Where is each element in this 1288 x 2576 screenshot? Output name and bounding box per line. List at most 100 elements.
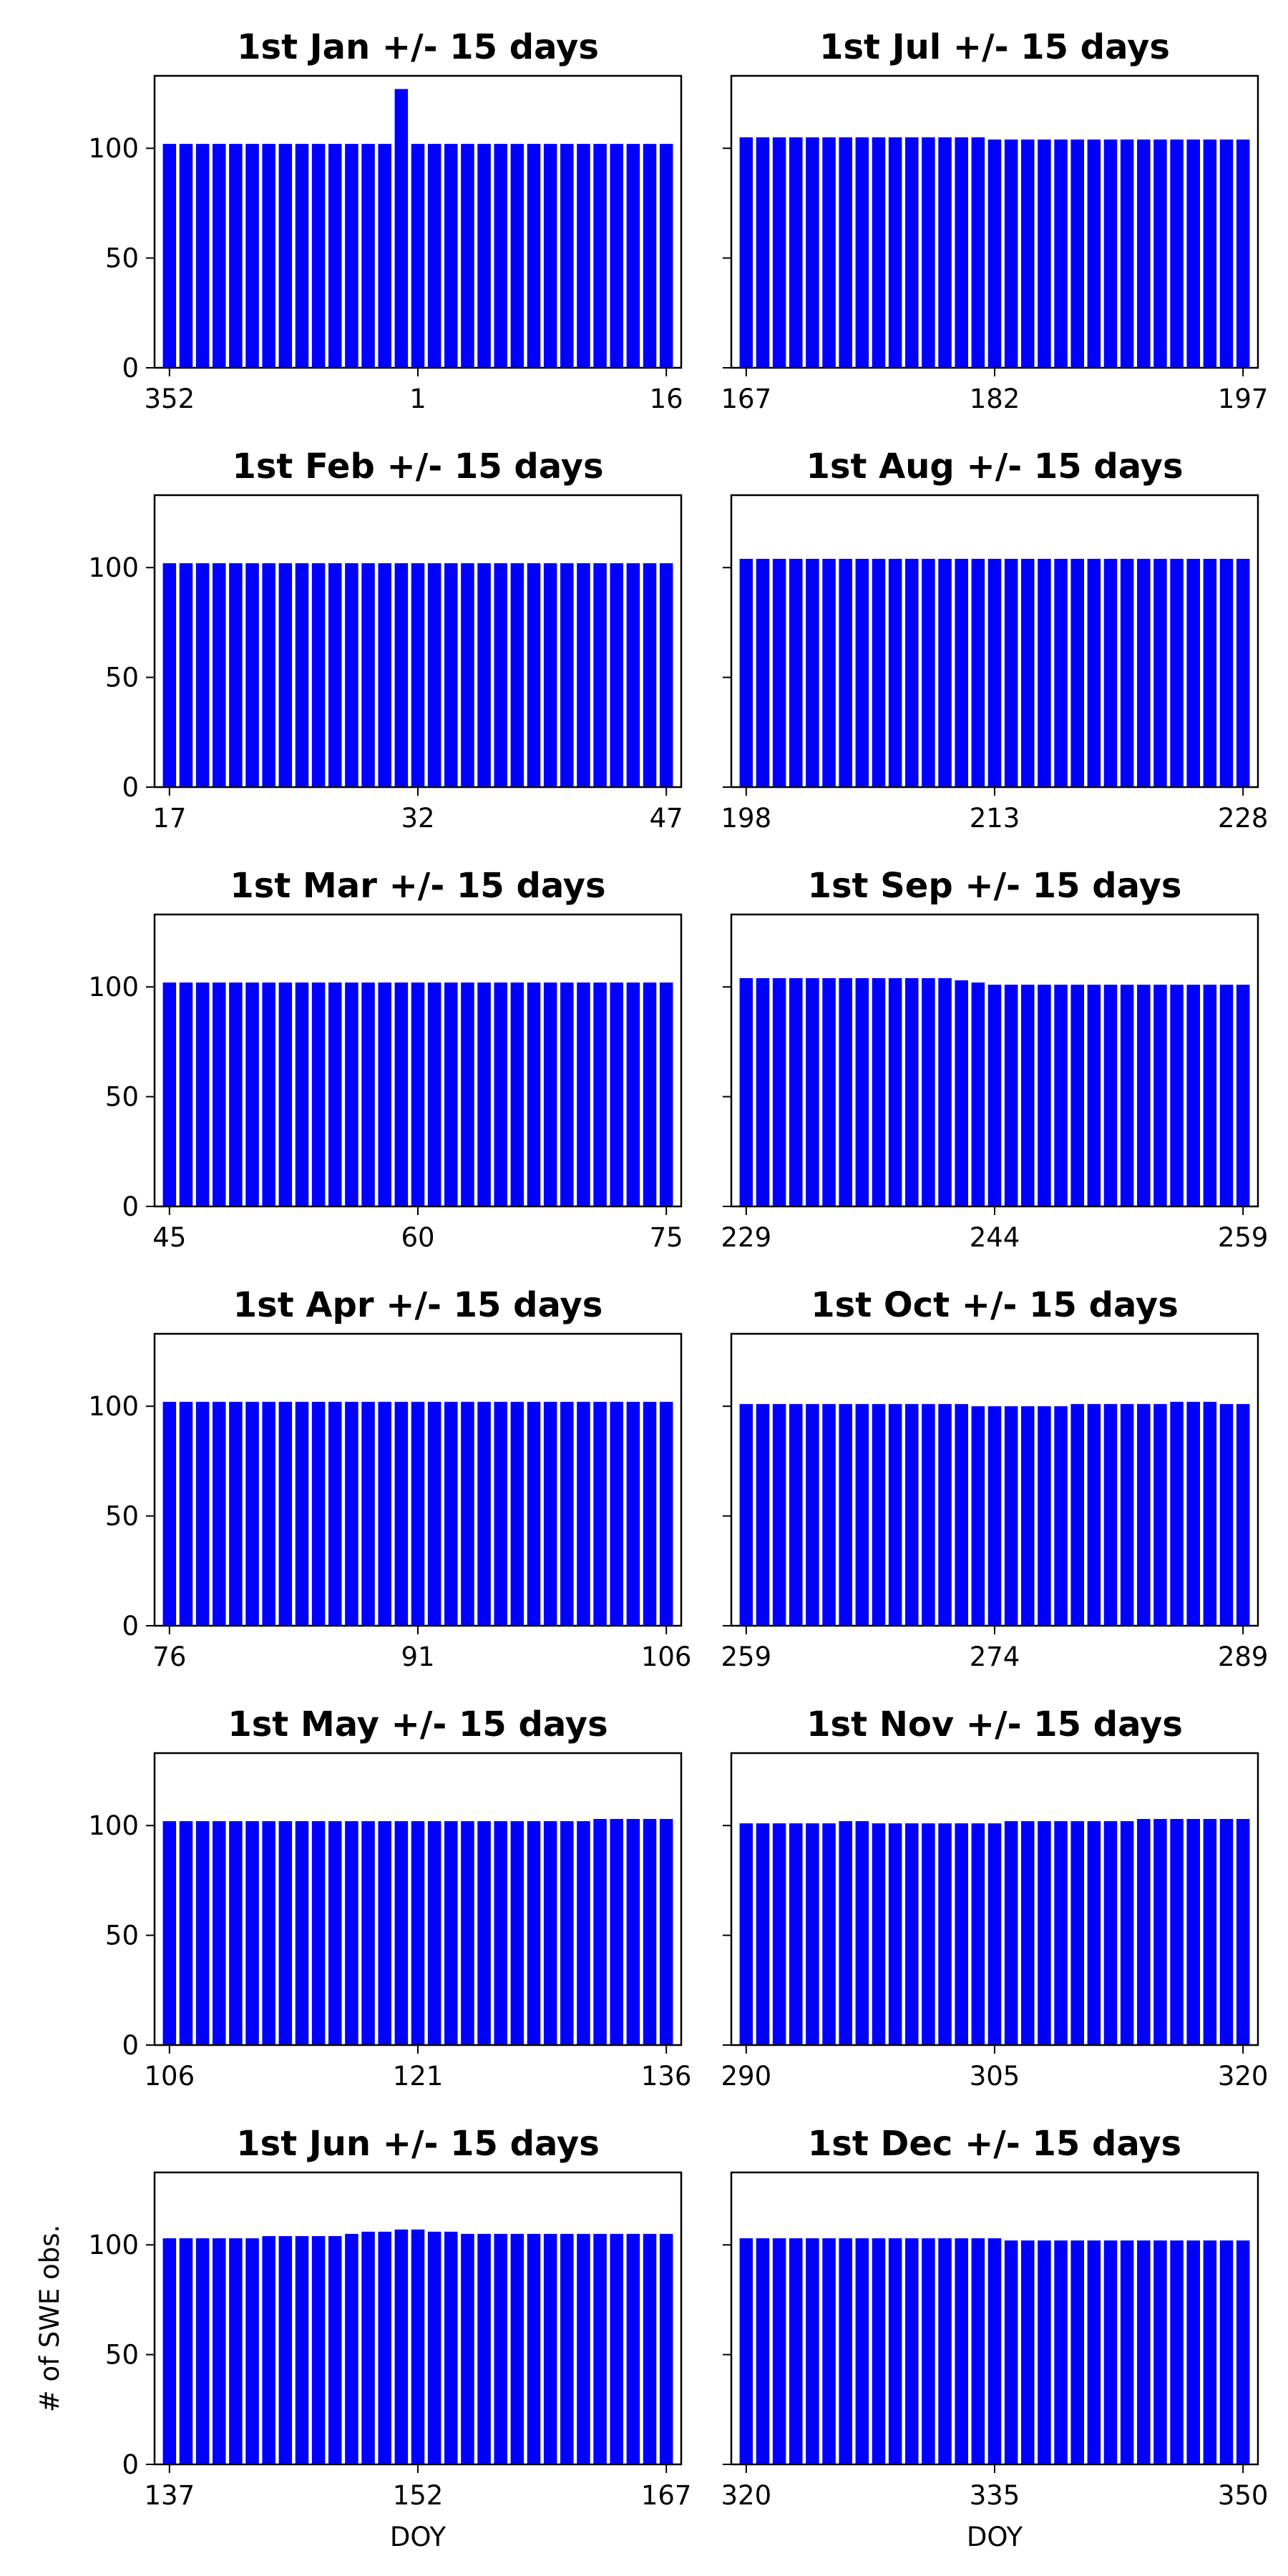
panel-8-bar-3 [772,1404,786,1626]
panel-2-bar-26 [1153,139,1167,368]
panel-11-bar-21 [494,2233,507,2464]
panel-10-bar-9 [872,1823,886,2045]
panel-9-bar-13 [361,1821,375,2045]
panel-3-bar-28 [610,563,623,787]
panel-6-bar-15 [971,982,985,1206]
panel-2-xtick-label-1: 167 [721,384,772,414]
panel-6-bar-19 [1038,985,1051,1206]
panel-8-bar-29 [1203,1402,1217,1626]
panel-3-bar-21 [494,563,507,787]
panel-3-bar-19 [461,563,474,787]
panel-7-bar-20 [477,1402,491,1626]
panel-6-bar-11 [905,977,919,1206]
panel-10-bar-18 [1021,1821,1035,2045]
panel-1-bar-17 [427,144,441,368]
panel-6-bar-5 [806,977,819,1206]
panel-9-bar-29 [626,1819,640,2045]
panel-10-bar-3 [772,1823,786,2045]
panel-1-bar-10 [311,144,326,368]
panel-5-bar-2 [179,982,193,1206]
panel-7-bar-27 [593,1402,607,1626]
panel-2-bar-31 [1236,139,1250,368]
panel-11-bar-23 [527,2233,541,2464]
panel-9-bar-24 [543,1821,557,2045]
panel-4-bar-19 [1038,558,1051,787]
panel-1-bar-21 [494,144,507,368]
panel-10-bar-20 [1054,1821,1068,2045]
panel-7-bar-22 [510,1402,525,1626]
panel-4-bar-15 [971,558,985,787]
panel-4-title: 1st Aug +/- 15 days [806,447,1183,487]
panel-9-bar-3 [195,1821,210,2045]
panel-11-bar-19 [461,2233,474,2464]
panel-3-bar-6 [245,563,259,787]
panel-8-bar-9 [872,1404,886,1626]
panel-1-bar-14 [378,144,391,368]
panel-3-bar-9 [295,563,309,787]
panel-6-bar-12 [922,977,935,1206]
panel-12-bar-30 [1219,2240,1234,2464]
panel-1-title: 1st Jan +/- 15 days [237,27,599,67]
panel-3-title: 1st Feb +/- 15 days [232,447,603,487]
panel-12-title: 1st Dec +/- 15 days [808,2124,1181,2164]
panel-5-bar-1 [162,982,177,1206]
panel-9-bar-20 [477,1821,491,2045]
panel-6-bar-10 [888,977,902,1206]
panel-11-bar-10 [311,2235,326,2464]
panel-12-bar-22 [1087,2240,1101,2464]
panel-10-bar-21 [1070,1821,1084,2045]
panel-12-bar-8 [855,2238,869,2464]
panel-9-ytick-label-0: 0 [122,2030,139,2061]
panel-11-bar-13 [361,2231,375,2464]
panel-4-bar-29 [1203,558,1217,787]
panel-9-bar-18 [444,1821,458,2045]
panel-2-bar-7 [839,137,852,368]
panel-5-bar-30 [643,982,657,1206]
panel-3-bar-20 [477,563,491,787]
panel-9-ytick-label-50: 50 [105,1921,139,1951]
panel-10-bar-16 [987,1823,1002,2045]
panel-9-bar-31 [659,1819,673,2045]
panel-1-bar-22 [510,144,525,368]
panel-11-bar-26 [577,2233,590,2464]
panel-9-bar-5 [229,1821,243,2045]
panel-8-bar-6 [822,1404,836,1626]
panel-9-bar-25 [560,1821,574,2045]
panel-4-bar-16 [987,558,1002,787]
panel-7-bar-10 [311,1402,326,1626]
panel-1-bar-12 [345,144,358,368]
panel-11-bar-16 [411,2229,425,2464]
panel-1-xtick-label-3: 16 [650,384,683,414]
panel-11-bar-20 [477,2233,491,2464]
panel-3-bar-12 [345,563,358,787]
panel-3-bar-13 [361,563,375,787]
panel-7-bar-31 [659,1402,673,1626]
panel-10-bar-28 [1186,1819,1200,2045]
panel-6-bar-21 [1070,985,1084,1206]
panel-10-bar-29 [1203,1819,1217,2045]
panel-10-bar-4 [789,1823,803,2045]
panel-10-bar-25 [1137,1819,1151,2045]
panel-6-bar-4 [789,977,803,1206]
panel-9-bar-1 [162,1821,177,2045]
panel-7-bar-30 [643,1402,657,1626]
panel-10-bar-27 [1170,1819,1184,2045]
panel-9-title: 1st May +/- 15 days [228,1704,608,1745]
panel-12-bar-31 [1236,2240,1250,2464]
panel-7-bar-21 [494,1402,507,1626]
panel-11-bar-15 [394,2229,409,2464]
panel-9-bar-10 [311,1821,326,2045]
panel-3-bar-14 [378,563,391,787]
panel-8-bar-20 [1054,1406,1068,1626]
panel-9-bar-11 [328,1821,342,2045]
panel-2-bar-21 [1070,139,1084,368]
panel-1-bar-15 [394,89,409,368]
panel-10-bar-23 [1103,1821,1118,2045]
panel-3-bar-27 [593,563,607,787]
panel-8-bar-12 [922,1404,935,1626]
panel-3-bar-11 [328,563,342,787]
panel-10-bar-6 [822,1823,836,2045]
panel-5-bar-10 [311,982,326,1206]
panel-2-bar-17 [1004,139,1018,368]
panel-1-bar-13 [361,144,375,368]
